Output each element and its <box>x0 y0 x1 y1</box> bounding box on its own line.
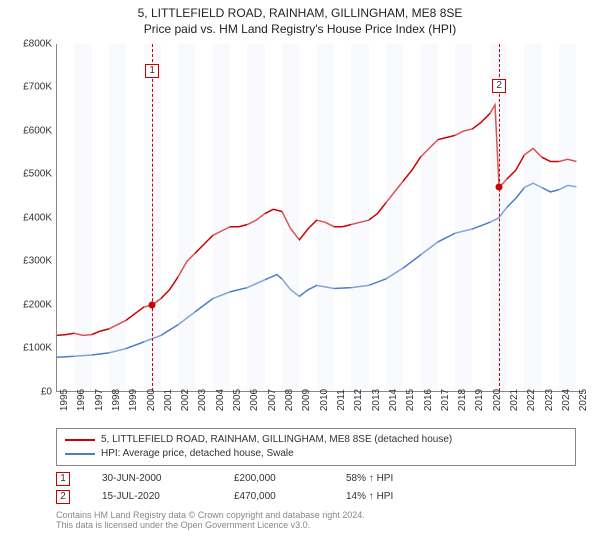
footer-line: This data is licensed under the Open Gov… <box>56 520 590 531</box>
plot-region: 12 <box>56 44 584 392</box>
x-axis-label: 1998 <box>111 388 122 410</box>
x-axis-label: 2005 <box>232 388 243 410</box>
y-axis-label: £0 <box>10 386 52 397</box>
x-axis-label: 2007 <box>267 388 278 410</box>
year-band <box>421 44 438 391</box>
y-axis-label: £200K <box>10 299 52 310</box>
x-axis-label: 2022 <box>526 388 537 410</box>
annotation-hpi: 14% ↑ HPI <box>346 491 446 502</box>
annotation-row: 1 30-JUN-2000 £200,000 58% ↑ HPI <box>56 472 590 486</box>
year-band <box>178 44 195 391</box>
year-band <box>317 44 334 391</box>
x-axis-label: 2001 <box>163 388 174 410</box>
year-band <box>455 44 472 391</box>
x-axis-label: 2002 <box>180 388 191 410</box>
x-axis-label: 1995 <box>59 388 70 410</box>
x-axis-label: 2008 <box>284 388 295 410</box>
x-axis-label: 2016 <box>423 388 434 410</box>
annotation-table: 1 30-JUN-2000 £200,000 58% ↑ HPI 2 15-JU… <box>56 472 590 504</box>
y-axis-label: £400K <box>10 212 52 223</box>
annotation-date: 30-JUN-2000 <box>102 473 202 484</box>
x-axis-label: 2024 <box>561 388 572 410</box>
marker-vline <box>499 44 500 391</box>
marker-icon: 2 <box>492 79 506 93</box>
year-band <box>559 44 576 391</box>
year-band <box>109 44 126 391</box>
x-axis-label: 1999 <box>128 388 139 410</box>
x-axis-label: 2015 <box>405 388 416 410</box>
annotation-date: 15-JUL-2020 <box>102 491 202 502</box>
x-axis-label: 2014 <box>388 388 399 410</box>
x-axis-label: 1996 <box>76 388 87 410</box>
x-axis-label: 2004 <box>215 388 226 410</box>
y-axis-label: £300K <box>10 256 52 267</box>
legend-swatch <box>65 453 95 455</box>
x-axis-label: 2000 <box>146 388 157 410</box>
legend-swatch <box>65 439 95 441</box>
x-axis-label: 2023 <box>544 388 555 410</box>
marker-vline <box>152 44 153 391</box>
year-band <box>213 44 230 391</box>
chart-title: 5, LITTLEFIELD ROAD, RAINHAM, GILLINGHAM… <box>10 6 590 22</box>
x-axis-label: 2021 <box>509 388 520 410</box>
year-band <box>247 44 264 391</box>
annotation-price: £200,000 <box>234 473 314 484</box>
legend-item: 5, LITTLEFIELD ROAD, RAINHAM, GILLINGHAM… <box>65 433 567 447</box>
footer-line: Contains HM Land Registry data © Crown c… <box>56 510 590 521</box>
y-axis-label: £800K <box>10 38 52 49</box>
x-axis-label: 2003 <box>197 388 208 410</box>
legend-label: HPI: Average price, detached house, Swal… <box>101 447 294 461</box>
annotation-price: £470,000 <box>234 491 314 502</box>
x-axis-label: 2006 <box>249 388 260 410</box>
x-axis-label: 2025 <box>578 388 589 410</box>
chart-subtitle: Price paid vs. HM Land Registry's House … <box>10 22 590 36</box>
data-point <box>149 301 156 308</box>
x-axis-label: 2019 <box>474 388 485 410</box>
chart-container: 5, LITTLEFIELD ROAD, RAINHAM, GILLINGHAM… <box>0 0 600 560</box>
x-axis-label: 1997 <box>94 388 105 410</box>
x-axis-label: 2013 <box>371 388 382 410</box>
marker-icon: 1 <box>56 472 70 486</box>
year-band <box>524 44 541 391</box>
legend: 5, LITTLEFIELD ROAD, RAINHAM, GILLINGHAM… <box>56 428 576 466</box>
y-axis-label: £700K <box>10 82 52 93</box>
year-band <box>282 44 299 391</box>
year-band <box>386 44 403 391</box>
year-band <box>74 44 91 391</box>
marker-icon: 1 <box>145 64 159 78</box>
annotation-row: 2 15-JUL-2020 £470,000 14% ↑ HPI <box>56 490 590 504</box>
y-axis-label: £500K <box>10 169 52 180</box>
year-band <box>351 44 368 391</box>
y-axis-label: £600K <box>10 125 52 136</box>
footer-attribution: Contains HM Land Registry data © Crown c… <box>56 510 590 532</box>
x-axis-label: 2018 <box>457 388 468 410</box>
x-axis-label: 2009 <box>301 388 312 410</box>
legend-label: 5, LITTLEFIELD ROAD, RAINHAM, GILLINGHAM… <box>101 433 452 447</box>
x-axis-label: 2017 <box>440 388 451 410</box>
chart-area: 12 £0£100K£200K£300K£400K£500K£600K£700K… <box>10 44 590 424</box>
legend-item: HPI: Average price, detached house, Swal… <box>65 447 567 461</box>
data-point <box>496 184 503 191</box>
x-axis-label: 2010 <box>319 388 330 410</box>
y-axis-label: £100K <box>10 343 52 354</box>
x-axis-label: 2011 <box>336 389 347 411</box>
x-axis-label: 2012 <box>353 388 364 410</box>
marker-icon: 2 <box>56 490 70 504</box>
annotation-hpi: 58% ↑ HPI <box>346 473 446 484</box>
x-axis-label: 2020 <box>492 388 503 410</box>
